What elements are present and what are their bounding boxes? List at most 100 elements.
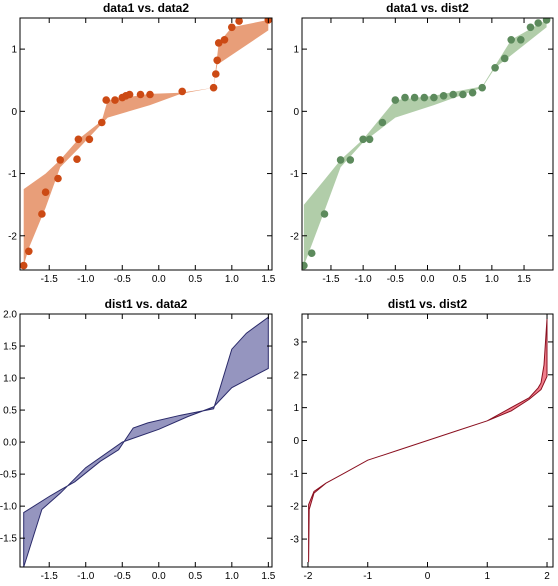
chart-panel-2: data1 vs. dist2 -1.5 -1.0 -0.5 0.0 0.5 1.0 1.5 -… [290, 1, 554, 285]
x-tick-label: 0.0 [152, 274, 166, 285]
data-point [542, 18, 551, 24]
data-point [336, 156, 345, 164]
x-tick-label: 1.5 [517, 274, 531, 285]
y-tick-label: 1 [293, 403, 299, 414]
data-point [209, 83, 218, 92]
y-tick-label: 0.5 [3, 406, 17, 417]
data-point [212, 70, 220, 78]
data-point [468, 88, 477, 97]
x-tick-label: -1 [363, 571, 372, 582]
x-tick-label: -2 [304, 571, 313, 582]
data-point [526, 23, 535, 32]
x-tick-label: -1.5 [41, 571, 59, 582]
x-tick-label: -1.5 [322, 274, 340, 285]
x-tick-label: 1.0 [225, 274, 239, 285]
y-tick-label: 1 [293, 45, 299, 56]
data-point [420, 93, 429, 102]
data-point [102, 96, 110, 104]
x-tick-label: 0.0 [421, 274, 435, 285]
y-tick-label: -1.0 [0, 502, 17, 513]
data-point [534, 19, 542, 27]
data-point [214, 39, 223, 47]
x-tick-label: 1.0 [225, 571, 239, 582]
x-tick-label: 0 [425, 571, 431, 582]
y-tick-label: -2 [8, 231, 17, 242]
y-tick-label: 0.0 [3, 438, 17, 449]
y-tick-label: 0 [293, 107, 299, 118]
data-point [111, 96, 119, 104]
panel-title: dist1 vs. data2 [105, 297, 188, 311]
data-point [507, 36, 515, 44]
chart-panel-3: dist1 vs. data2 -1.5 -1.0 -0.5 0.0 0.5 1.0 1.5 -… [0, 297, 276, 582]
panel-title: data1 vs. data2 [103, 1, 189, 15]
x-tick-label: -0.5 [114, 571, 132, 582]
y-tick-label: 2 [293, 370, 299, 381]
data-point [430, 93, 438, 102]
axes-frame [301, 17, 554, 271]
data-point [365, 135, 374, 144]
y-tick-label: -1 [8, 169, 17, 180]
x-tick-label: 0.5 [188, 571, 202, 582]
data-point [56, 156, 64, 164]
data-point [391, 96, 400, 104]
x-tick-label: -1.0 [77, 571, 95, 582]
data-point [85, 135, 94, 144]
chart-panel-1: data1 vs. data2 -1.5 -1.0 -0.5 0.0 0.5 1.0 1.5 -… [8, 1, 276, 285]
data-point [401, 93, 409, 102]
y-tick-label: -1.5 [0, 534, 17, 545]
y-tick-label: -1 [290, 169, 299, 180]
plot-area [302, 18, 551, 270]
data-point [346, 156, 355, 164]
x-tick-label: 1.5 [261, 571, 275, 582]
y-tick-label: -0.5 [0, 470, 17, 481]
x-tick-label: 2 [544, 571, 550, 582]
data-point [146, 90, 154, 99]
data-point [125, 90, 134, 99]
data-point [410, 93, 419, 102]
data-point [359, 135, 367, 144]
data-point [38, 210, 46, 218]
plot-area [308, 318, 548, 563]
y-tick-label: 3 [293, 337, 299, 348]
data-point [98, 118, 106, 127]
x-tick-label: 0.0 [152, 571, 166, 582]
data-point [307, 249, 316, 257]
data-point [73, 155, 81, 163]
data-point [54, 174, 62, 183]
panel-title: dist1 vs. dist2 [388, 297, 468, 311]
plot-area [23, 316, 269, 567]
data-point [491, 64, 499, 72]
x-tick-label: 1 [484, 571, 490, 582]
data-point [220, 36, 229, 44]
data-point [320, 210, 329, 218]
data-point [449, 90, 458, 99]
band-area [23, 19, 269, 266]
data-point [178, 87, 186, 96]
x-tick-label: 1.0 [485, 274, 499, 285]
axes-frame [19, 313, 273, 568]
x-tick-label: -1.0 [77, 274, 95, 285]
data-point [213, 56, 221, 65]
data-point [136, 90, 145, 99]
data-point [235, 18, 243, 25]
data-point [74, 135, 83, 144]
chart-panel-4: dist1 vs. dist2 -2 -1 0 1 2 -3 -2 -1 0 1 2 3 [290, 297, 554, 582]
y-tick-label: -2 [290, 502, 299, 513]
y-tick-label: 1 [11, 45, 17, 56]
y-tick-label: -3 [290, 535, 299, 546]
band-area [308, 318, 548, 563]
data-point [459, 90, 467, 99]
x-tick-label: -1.0 [355, 274, 373, 285]
y-tick-label: 0 [293, 436, 299, 447]
band-area [303, 19, 547, 266]
y-tick-label: 0 [11, 107, 17, 118]
data-point [517, 36, 525, 44]
panel-title: data1 vs. dist2 [386, 1, 469, 15]
y-tick-label: 2.0 [3, 310, 17, 321]
data-point [439, 92, 448, 100]
data-point [20, 261, 28, 270]
x-tick-label: 1.5 [261, 274, 275, 285]
data-point [228, 23, 236, 32]
data-point [302, 261, 308, 270]
